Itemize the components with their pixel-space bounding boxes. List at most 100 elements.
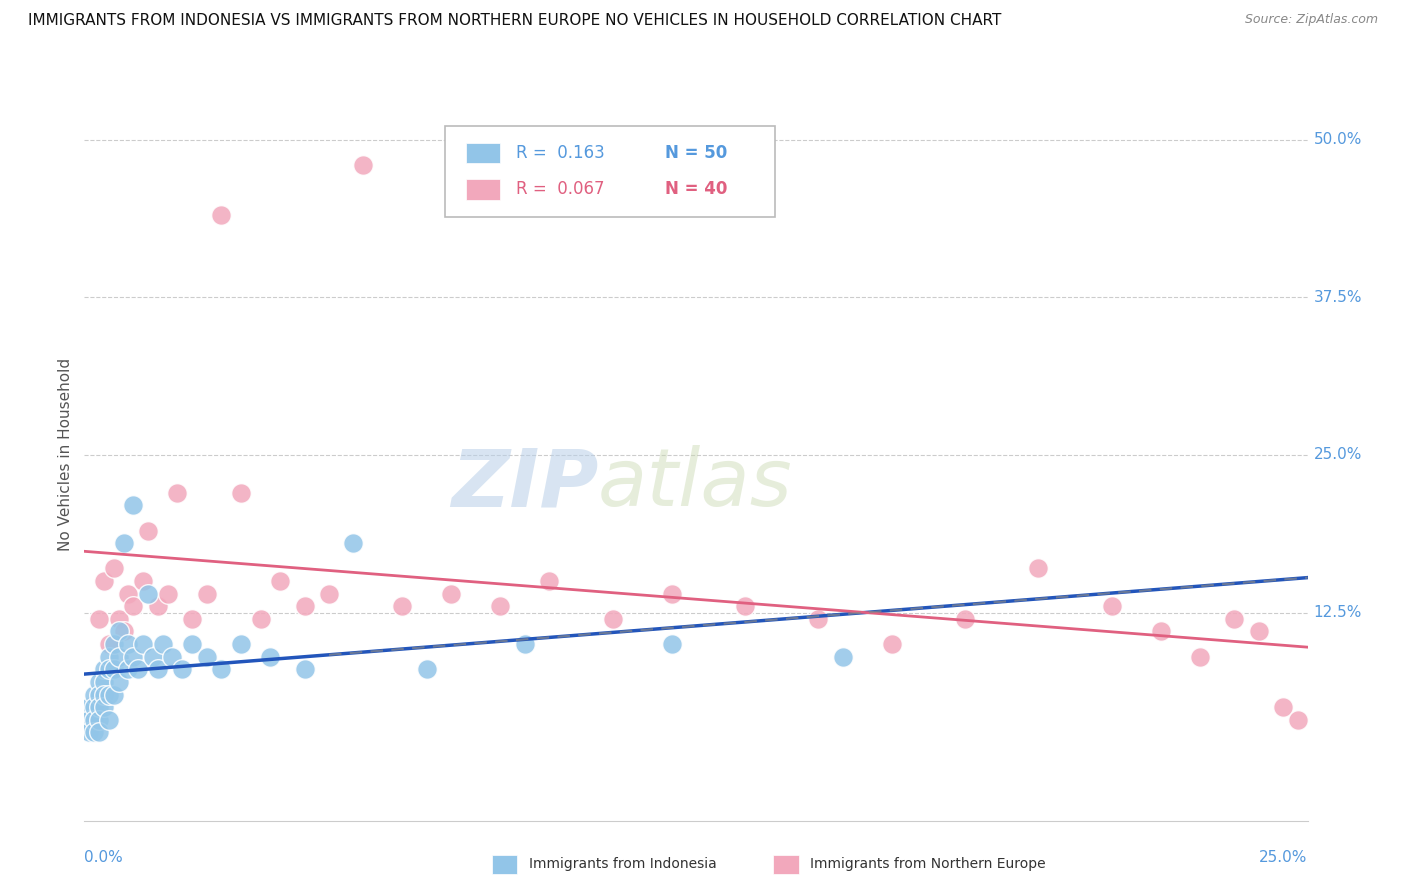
Point	[162, 649, 184, 664]
Point	[269, 574, 291, 588]
Point	[342, 536, 364, 550]
Text: 37.5%: 37.5%	[1313, 290, 1362, 305]
FancyBboxPatch shape	[446, 126, 776, 218]
Point	[77, 713, 100, 727]
Point	[132, 574, 155, 588]
Point	[103, 561, 125, 575]
Point	[107, 649, 129, 664]
Point	[661, 637, 683, 651]
Point	[538, 574, 561, 588]
Point	[83, 700, 105, 714]
Point	[97, 649, 120, 664]
Point	[1188, 649, 1211, 664]
Point	[661, 587, 683, 601]
Point	[953, 612, 976, 626]
Point	[136, 587, 159, 601]
Point	[87, 674, 110, 689]
Text: 25.0%: 25.0%	[1313, 448, 1362, 462]
Point	[229, 637, 252, 651]
Point	[195, 587, 218, 601]
Point	[93, 674, 115, 689]
Text: 25.0%: 25.0%	[1260, 850, 1308, 865]
Point	[117, 587, 139, 601]
Point	[249, 612, 271, 626]
Point	[734, 599, 756, 614]
Point	[259, 649, 281, 664]
Point	[103, 662, 125, 676]
Point	[107, 612, 129, 626]
Point	[229, 485, 252, 500]
Point	[77, 700, 100, 714]
Point	[87, 612, 110, 626]
Point	[195, 649, 218, 664]
Point	[209, 208, 232, 222]
Point	[83, 713, 105, 727]
Text: R =  0.163: R = 0.163	[516, 144, 605, 161]
Bar	[465, 143, 501, 163]
Point	[294, 599, 316, 614]
Point	[77, 725, 100, 739]
Point	[209, 662, 232, 676]
Point	[513, 637, 536, 651]
Text: N = 50: N = 50	[665, 144, 728, 161]
Point	[880, 637, 903, 651]
Point	[181, 612, 204, 626]
Point	[93, 700, 115, 714]
Text: IMMIGRANTS FROM INDONESIA VS IMMIGRANTS FROM NORTHERN EUROPE NO VEHICLES IN HOUS: IMMIGRANTS FROM INDONESIA VS IMMIGRANTS …	[28, 13, 1001, 29]
Text: 12.5%: 12.5%	[1313, 605, 1362, 620]
Text: 50.0%: 50.0%	[1313, 132, 1362, 147]
Text: 0.0%: 0.0%	[84, 850, 124, 865]
Point	[97, 637, 120, 651]
Point	[1247, 624, 1270, 639]
Point	[103, 688, 125, 702]
Y-axis label: No Vehicles in Household: No Vehicles in Household	[58, 359, 73, 551]
Point	[166, 485, 188, 500]
Point	[87, 700, 110, 714]
Point	[391, 599, 413, 614]
Point	[122, 649, 145, 664]
Point	[87, 725, 110, 739]
Text: N = 40: N = 40	[665, 180, 728, 198]
Point	[146, 662, 169, 676]
Point	[602, 612, 624, 626]
Point	[294, 662, 316, 676]
Text: atlas: atlas	[598, 445, 793, 524]
Point	[127, 662, 149, 676]
Point	[181, 637, 204, 651]
Point	[97, 662, 120, 676]
Point	[83, 725, 105, 739]
Point	[93, 574, 115, 588]
Bar	[465, 179, 501, 200]
Text: Immigrants from Northern Europe: Immigrants from Northern Europe	[810, 857, 1046, 871]
Point	[831, 649, 853, 664]
Point	[117, 637, 139, 651]
Point	[1272, 700, 1295, 714]
Point	[1150, 624, 1173, 639]
Point	[97, 713, 120, 727]
Point	[87, 713, 110, 727]
Text: R =  0.067: R = 0.067	[516, 180, 605, 198]
Point	[93, 662, 115, 676]
Point	[83, 688, 105, 702]
Point	[93, 688, 115, 702]
Point	[172, 662, 194, 676]
Point	[1223, 612, 1246, 626]
Point	[103, 637, 125, 651]
Point	[1101, 599, 1123, 614]
Point	[122, 599, 145, 614]
Point	[352, 158, 374, 172]
Point	[440, 587, 463, 601]
Point	[112, 624, 135, 639]
Point	[489, 599, 512, 614]
Point	[122, 499, 145, 513]
Point	[152, 637, 174, 651]
Point	[807, 612, 830, 626]
Point	[142, 649, 165, 664]
Point	[1028, 561, 1050, 575]
Point	[136, 524, 159, 538]
Point	[1286, 713, 1309, 727]
Point	[416, 662, 439, 676]
Point	[146, 599, 169, 614]
Text: Source: ZipAtlas.com: Source: ZipAtlas.com	[1244, 13, 1378, 27]
Point	[107, 624, 129, 639]
